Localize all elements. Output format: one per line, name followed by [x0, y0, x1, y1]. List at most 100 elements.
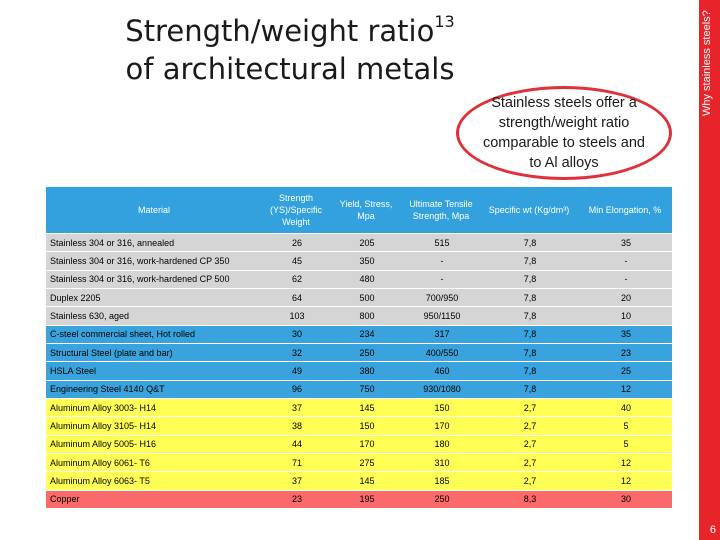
cell-specific-weight: 8,3	[480, 489, 578, 509]
cell-specific-weight: 7,8	[480, 269, 578, 289]
table-row: Duplex 2205 64 500 700/950 7,8 20	[46, 288, 672, 307]
cell-strength-weight: 49	[262, 361, 330, 381]
header-specific-weight: Specific wt (Kg/dm³)	[480, 187, 578, 234]
callout-ellipse: Stainless steels offer a strength/weight…	[456, 86, 672, 180]
title-line-1: Strength/weight ratio	[125, 14, 435, 48]
cell-ultimate-tensile: 950/1150	[402, 306, 480, 326]
cell-material: Stainless 304 or 316, annealed	[46, 232, 262, 252]
table-row: Stainless 630, aged 103 800 950/1150 7,8 10	[46, 306, 672, 326]
page-number: 6	[709, 524, 716, 536]
cell-ultimate-tensile: 700/950	[402, 288, 480, 307]
cell-specific-weight: 2,7	[480, 471, 578, 491]
cell-yield-stress: 205	[330, 232, 402, 252]
cell-yield-stress: 250	[330, 343, 402, 362]
cell-material: Copper	[46, 489, 262, 509]
cell-yield-stress: 195	[330, 489, 402, 509]
cell-specific-weight: 7,8	[480, 288, 578, 307]
cell-yield-stress: 145	[330, 471, 402, 491]
table-row: HSLA Steel 49 380 460 7,8 25	[46, 361, 672, 381]
cell-specific-weight: 7,8	[480, 232, 578, 252]
table-row: Stainless 304 or 316, work-hardened CP 3…	[46, 251, 672, 271]
metals-table: Material Strength (YS)/Specific Weight Y…	[46, 187, 672, 509]
cell-strength-weight: 26	[262, 232, 330, 252]
cell-specific-weight: 2,7	[480, 398, 578, 417]
cell-material: Aluminum Alloy 6063- T5	[46, 471, 262, 491]
cell-specific-weight: 2,7	[480, 416, 578, 436]
cell-min-elongation: 35	[578, 324, 672, 344]
table-row: Aluminum Alloy 3003- H14 37 145 150 2,7 40	[46, 398, 672, 417]
cell-specific-weight: 2,7	[480, 453, 578, 472]
header-yield-stress: Yield, Stress, Mpa	[330, 187, 402, 234]
cell-min-elongation: 20	[578, 288, 672, 307]
cell-min-elongation: 40	[578, 398, 672, 417]
table-row: Aluminum Alloy 6063- T5 37 145 185 2,7 12	[46, 471, 672, 491]
cell-yield-stress: 500	[330, 288, 402, 307]
cell-specific-weight: 7,8	[480, 251, 578, 271]
cell-min-elongation: -	[578, 251, 672, 271]
cell-strength-weight: 23	[262, 489, 330, 509]
cell-min-elongation: 12	[578, 453, 672, 472]
cell-material: C-steel commercial sheet, Hot rolled	[46, 324, 262, 344]
table-row: Aluminum Alloy 6061- T6 71 275 310 2,7 12	[46, 453, 672, 472]
cell-material: Aluminum Alloy 3105- H14	[46, 416, 262, 436]
cell-ultimate-tensile: 185	[402, 471, 480, 491]
cell-yield-stress: 380	[330, 361, 402, 381]
cell-ultimate-tensile: -	[402, 251, 480, 271]
cell-strength-weight: 30	[262, 324, 330, 344]
cell-material: Structural Steel (plate and bar)	[46, 343, 262, 362]
cell-ultimate-tensile: 400/550	[402, 343, 480, 362]
cell-material: Aluminum Alloy 5005- H16	[46, 434, 262, 454]
header-material: Material	[46, 187, 262, 234]
cell-specific-weight: 7,8	[480, 343, 578, 362]
cell-min-elongation: 10	[578, 306, 672, 326]
cell-yield-stress: 145	[330, 398, 402, 417]
table-row: Engineering Steel 4140 Q&T 96 750 930/1080 7…	[46, 379, 672, 399]
cell-yield-stress: 750	[330, 379, 402, 399]
cell-min-elongation: -	[578, 269, 672, 289]
cell-strength-weight: 37	[262, 471, 330, 491]
cell-strength-weight: 44	[262, 434, 330, 454]
cell-ultimate-tensile: 180	[402, 434, 480, 454]
cell-material: Duplex 2205	[46, 288, 262, 307]
table-row: Copper 23 195 250 8,3 30	[46, 489, 672, 509]
side-bar: Why stainless steels? 6	[699, 0, 720, 540]
cell-strength-weight: 38	[262, 416, 330, 436]
cell-strength-weight: 103	[262, 306, 330, 326]
cell-strength-weight: 64	[262, 288, 330, 307]
cell-specific-weight: 2,7	[480, 434, 578, 454]
table-row: Aluminum Alloy 3105- H14 38 150 170 2,7 5	[46, 416, 672, 436]
cell-material: Stainless 630, aged	[46, 306, 262, 326]
cell-material: Engineering Steel 4140 Q&T	[46, 379, 262, 399]
cell-specific-weight: 7,8	[480, 361, 578, 381]
cell-min-elongation: 12	[578, 379, 672, 399]
cell-ultimate-tensile: 310	[402, 453, 480, 472]
title-line-2: of architectural metals	[125, 52, 455, 86]
cell-material: Stainless 304 or 316, work-hardened CP 5…	[46, 269, 262, 289]
cell-min-elongation: 5	[578, 434, 672, 454]
table-row: C-steel commercial sheet, Hot rolled 30 23…	[46, 324, 672, 344]
cell-ultimate-tensile: 150	[402, 398, 480, 417]
cell-material: HSLA Steel	[46, 361, 262, 381]
cell-ultimate-tensile: 250	[402, 489, 480, 509]
header-ultimate-tensile: Ultimate Tensile Strength, Mpa	[402, 187, 480, 234]
cell-strength-weight: 45	[262, 251, 330, 271]
cell-ultimate-tensile: 317	[402, 324, 480, 344]
cell-strength-weight: 96	[262, 379, 330, 399]
cell-strength-weight: 32	[262, 343, 330, 362]
cell-strength-weight: 62	[262, 269, 330, 289]
table-row: Structural Steel (plate and bar) 32 250 400…	[46, 343, 672, 362]
cell-material: Aluminum Alloy 6061- T6	[46, 453, 262, 472]
cell-material: Aluminum Alloy 3003- H14	[46, 398, 262, 417]
callout-text: Stainless steels offer a strength/weight…	[482, 95, 645, 171]
cell-specific-weight: 7,8	[480, 324, 578, 344]
cell-min-elongation: 5	[578, 416, 672, 436]
side-label: Why stainless steels?	[701, 10, 713, 116]
cell-yield-stress: 350	[330, 251, 402, 271]
cell-ultimate-tensile: 515	[402, 232, 480, 252]
cell-strength-weight: 37	[262, 398, 330, 417]
cell-specific-weight: 7,8	[480, 379, 578, 399]
cell-min-elongation: 12	[578, 471, 672, 491]
table-header-row: Material Strength (YS)/Specific Weight Y…	[46, 187, 672, 234]
cell-ultimate-tensile: 170	[402, 416, 480, 436]
table-row: Stainless 304 or 316, work-hardened CP 5…	[46, 269, 672, 289]
